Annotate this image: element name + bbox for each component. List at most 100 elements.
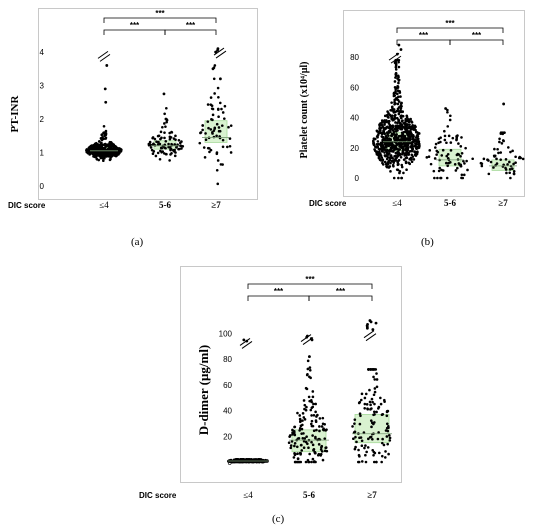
data-point <box>211 67 215 71</box>
data-point <box>464 146 467 150</box>
data-point <box>305 435 308 438</box>
data-point <box>390 101 393 104</box>
data-point <box>381 437 384 441</box>
data-point <box>310 400 314 404</box>
data-point <box>439 176 442 180</box>
data-point <box>299 443 303 447</box>
data-point <box>508 171 511 175</box>
data-point <box>480 162 484 166</box>
data-point <box>399 127 402 131</box>
data-point <box>164 117 168 121</box>
data-point <box>311 395 315 399</box>
data-point <box>512 169 516 173</box>
data-point <box>323 422 326 426</box>
data-point <box>373 451 377 455</box>
data-point <box>151 136 154 140</box>
data-point <box>512 162 515 166</box>
data-point <box>386 138 389 142</box>
data-point <box>441 148 445 152</box>
data-point <box>287 441 291 445</box>
data-point <box>308 368 312 372</box>
data-point <box>460 151 464 155</box>
data-point <box>409 117 412 121</box>
data-point <box>362 431 366 434</box>
data-point <box>304 408 308 412</box>
y-tick-label: 0 <box>355 174 360 183</box>
data-point <box>151 152 155 156</box>
data-point <box>198 141 202 145</box>
data-point <box>390 114 394 117</box>
data-point <box>108 151 112 154</box>
data-point <box>373 378 377 381</box>
data-point <box>372 142 375 145</box>
data-point <box>310 440 313 444</box>
axis-break-mark <box>213 47 225 56</box>
data-point <box>170 130 173 134</box>
data-point <box>105 151 108 154</box>
data-point <box>311 390 315 393</box>
data-point <box>102 131 106 134</box>
axis-break-mark <box>302 337 314 345</box>
data-point <box>409 135 412 138</box>
data-point <box>380 441 384 445</box>
data-point <box>363 396 367 400</box>
data-point <box>153 137 157 141</box>
data-point <box>395 116 399 120</box>
data-point <box>401 135 405 138</box>
data-point <box>308 375 311 379</box>
data-point <box>492 154 496 158</box>
data-point <box>392 108 396 111</box>
data-point <box>375 143 379 146</box>
data-point <box>376 130 379 133</box>
y-tick-label: 20 <box>223 432 232 441</box>
x-axis-label: DIC score <box>139 491 177 500</box>
data-point <box>223 104 227 108</box>
significance-label: *** <box>445 19 455 28</box>
data-point <box>96 143 99 147</box>
data-point <box>367 368 370 371</box>
data-point <box>363 446 366 450</box>
data-point <box>437 141 440 145</box>
data-point <box>100 133 104 137</box>
data-point <box>104 136 108 140</box>
data-point <box>90 144 94 147</box>
data-point <box>373 387 377 390</box>
data-point <box>293 452 296 455</box>
data-point <box>369 320 373 324</box>
significance-label: *** <box>419 31 429 40</box>
significance-label: *** <box>305 275 315 284</box>
data-point <box>416 145 419 149</box>
data-point <box>292 456 296 459</box>
data-point <box>385 126 389 129</box>
data-point <box>88 152 92 156</box>
data-point <box>519 156 522 160</box>
y-tick-label: 40 <box>350 114 359 123</box>
data-point <box>443 138 447 142</box>
data-point <box>301 423 304 427</box>
significance-label: *** <box>336 287 346 296</box>
data-point <box>99 151 102 155</box>
data-point <box>299 419 302 423</box>
data-point <box>386 429 390 433</box>
axis-break-mark <box>363 330 375 339</box>
data-point <box>429 162 433 166</box>
data-point <box>360 392 364 396</box>
data-point <box>396 102 400 106</box>
data-point <box>399 138 403 141</box>
data-point <box>465 159 468 163</box>
data-point <box>435 153 438 156</box>
data-point <box>394 130 398 133</box>
data-point <box>319 448 323 451</box>
panel-a: PT-INR 0 1 2 3 4 DIC score ≤4 5-6 ≥7 *** *** *** (a) <box>0 0 275 265</box>
data-point <box>410 121 414 124</box>
data-point <box>102 159 105 162</box>
data-point <box>397 60 400 64</box>
data-point <box>218 101 222 105</box>
data-point <box>406 152 410 155</box>
data-point <box>462 159 465 163</box>
data-point <box>380 156 384 159</box>
data-point <box>396 163 400 167</box>
data-point <box>408 149 412 153</box>
data-point <box>95 157 99 161</box>
data-point <box>388 127 392 130</box>
